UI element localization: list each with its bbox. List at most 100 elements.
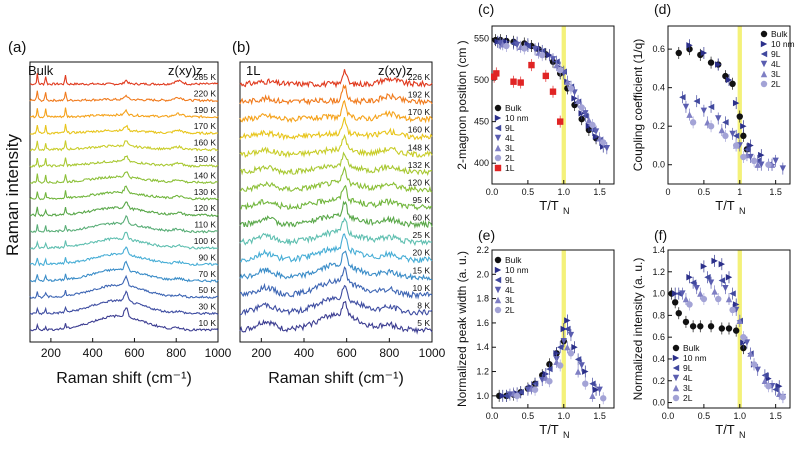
spectrum-trace — [29, 155, 219, 169]
plot-frame — [667, 249, 791, 409]
x-tick-label: 400 — [294, 346, 314, 360]
series-2l — [503, 39, 607, 149]
data-point — [494, 154, 502, 162]
data-point — [494, 276, 502, 284]
legend-entry: 3L — [505, 295, 515, 305]
data-point — [747, 350, 754, 357]
data-point — [715, 115, 722, 122]
temperature-label: 130 K — [194, 187, 217, 197]
data-point — [499, 392, 506, 400]
legend-entry: 9L — [505, 123, 515, 133]
data-point — [574, 97, 582, 105]
legend-entry: 2L — [505, 305, 515, 315]
temperature-label: 15 K — [413, 265, 431, 275]
legend-entry: 10 nm — [505, 113, 529, 123]
series-2l — [513, 347, 607, 405]
data-point — [704, 274, 711, 281]
data-point — [556, 344, 564, 351]
x-tick-label: 400 — [83, 346, 103, 360]
spectrum-trace — [29, 274, 219, 299]
y-tick-label: 1.2 — [652, 267, 665, 277]
x-tick-label: 0.0 — [486, 187, 499, 197]
y-tick-label: 0.4 — [652, 83, 665, 93]
data-point — [772, 157, 779, 165]
legend-entry: 4L — [505, 133, 515, 143]
data-point — [740, 333, 747, 341]
data-point — [494, 104, 502, 112]
data-point — [779, 393, 787, 401]
temperature-label: 190 K — [194, 105, 217, 115]
data-point — [758, 151, 765, 159]
temperature-label: 140 K — [194, 170, 217, 180]
data-point — [589, 121, 596, 129]
data-point — [718, 325, 726, 332]
data-point — [725, 295, 733, 303]
panel-e-letter: (e) — [478, 227, 495, 243]
data-point — [494, 286, 502, 294]
temperature-label: 192 K — [408, 90, 431, 100]
y-axis-label: Coupling coefficient (1/q) — [631, 39, 645, 172]
data-point — [546, 365, 553, 373]
series-4l — [506, 329, 603, 401]
spectrum-trace — [239, 83, 433, 106]
data-point — [578, 362, 585, 369]
data-point — [549, 56, 557, 63]
legend-entry: Bulk — [683, 343, 700, 353]
data-point — [725, 325, 733, 332]
data-point — [686, 111, 693, 118]
data-point — [596, 135, 603, 142]
spectrum-trace — [29, 73, 219, 86]
data-point — [564, 344, 571, 351]
data-point — [715, 295, 722, 303]
series-2l — [689, 116, 772, 171]
data-point — [546, 378, 553, 385]
spectrum-trace — [29, 185, 219, 201]
data-point — [736, 113, 743, 120]
data-point — [494, 256, 502, 264]
x-tick-label: 1000 — [205, 346, 232, 360]
data-point — [567, 85, 575, 92]
data-point — [707, 122, 715, 130]
data-point — [589, 380, 596, 387]
panel-b-frame — [239, 61, 433, 343]
x-tick-label: 1.5 — [769, 187, 782, 197]
data-point — [503, 42, 510, 50]
temperature-label: 148 K — [408, 142, 431, 152]
series-3l — [682, 285, 783, 400]
data-point — [596, 386, 603, 393]
legend-entry: 10 nm — [683, 353, 707, 363]
series-9l — [503, 323, 596, 402]
temperature-label: 10 K — [413, 283, 431, 293]
data-point — [494, 124, 502, 132]
data-point — [494, 114, 502, 122]
x-axis-label: T/T — [715, 198, 735, 213]
data-point — [503, 392, 510, 400]
data-point — [760, 70, 768, 78]
data-point — [675, 310, 682, 317]
series-9l — [675, 271, 779, 396]
spectrum-trace — [29, 260, 219, 283]
panel-a-xlabel: Raman shift (cm⁻¹) — [56, 370, 192, 387]
data-point — [560, 325, 567, 333]
series-3l — [510, 341, 596, 402]
data-point — [524, 42, 532, 50]
data-point — [686, 274, 693, 281]
data-point — [760, 80, 768, 88]
series-2l — [686, 293, 787, 404]
data-point — [736, 317, 743, 325]
legend-entry: 9L — [771, 49, 781, 59]
y-tick-label: 1.6 — [476, 318, 489, 328]
data-point — [571, 89, 578, 96]
x-tick-label: 0 — [665, 187, 670, 197]
x-axis-label: T/T — [539, 198, 559, 213]
data-point — [582, 110, 589, 117]
panel-f-letter: (f) — [654, 227, 667, 243]
data-point — [513, 41, 521, 49]
plot-frame — [491, 249, 615, 409]
x-tick-label: 1000 — [419, 346, 446, 360]
panel-b-sample: 1L — [246, 63, 260, 78]
data-point — [732, 327, 740, 334]
data-point — [494, 144, 502, 152]
data-point — [729, 290, 736, 297]
data-point — [679, 94, 686, 101]
